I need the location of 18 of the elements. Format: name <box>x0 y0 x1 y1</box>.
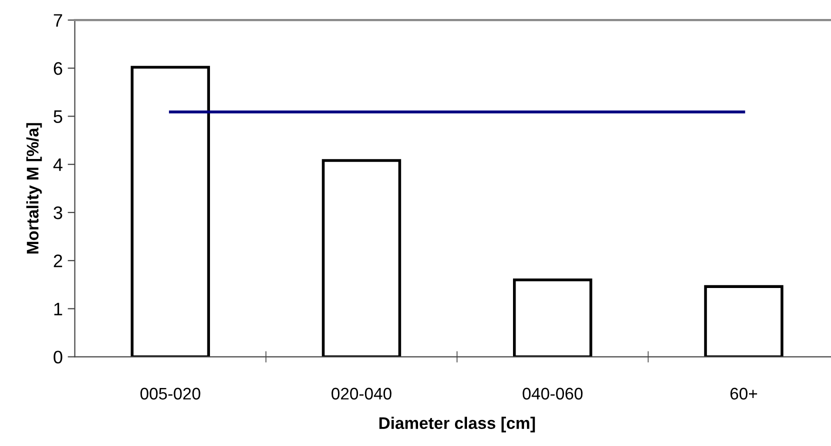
y-tick-label: 3 <box>54 206 62 220</box>
y-tick-label: 5 <box>54 110 62 123</box>
y-tick-label: 6 <box>54 62 62 75</box>
bar <box>704 285 784 357</box>
y-tick-label: 2 <box>54 254 62 268</box>
bar <box>130 66 210 357</box>
bar <box>322 159 402 357</box>
y-tick-label: 4 <box>53 158 62 171</box>
y-tick-label: 0 <box>54 350 62 364</box>
y-axis-title: Mortality M [%/a] <box>26 123 42 254</box>
x-tick-label: 60+ <box>730 388 758 400</box>
x-tick-label: 020-040 <box>332 388 392 400</box>
x-tick-label: 005-020 <box>140 388 200 400</box>
y-tick-label: 7 <box>54 14 62 27</box>
bar <box>513 278 592 357</box>
y-tick-label: 1 <box>54 302 62 316</box>
x-tick-label: 040-060 <box>522 388 583 400</box>
x-axis-title: Diameter class [cm] <box>379 416 535 432</box>
